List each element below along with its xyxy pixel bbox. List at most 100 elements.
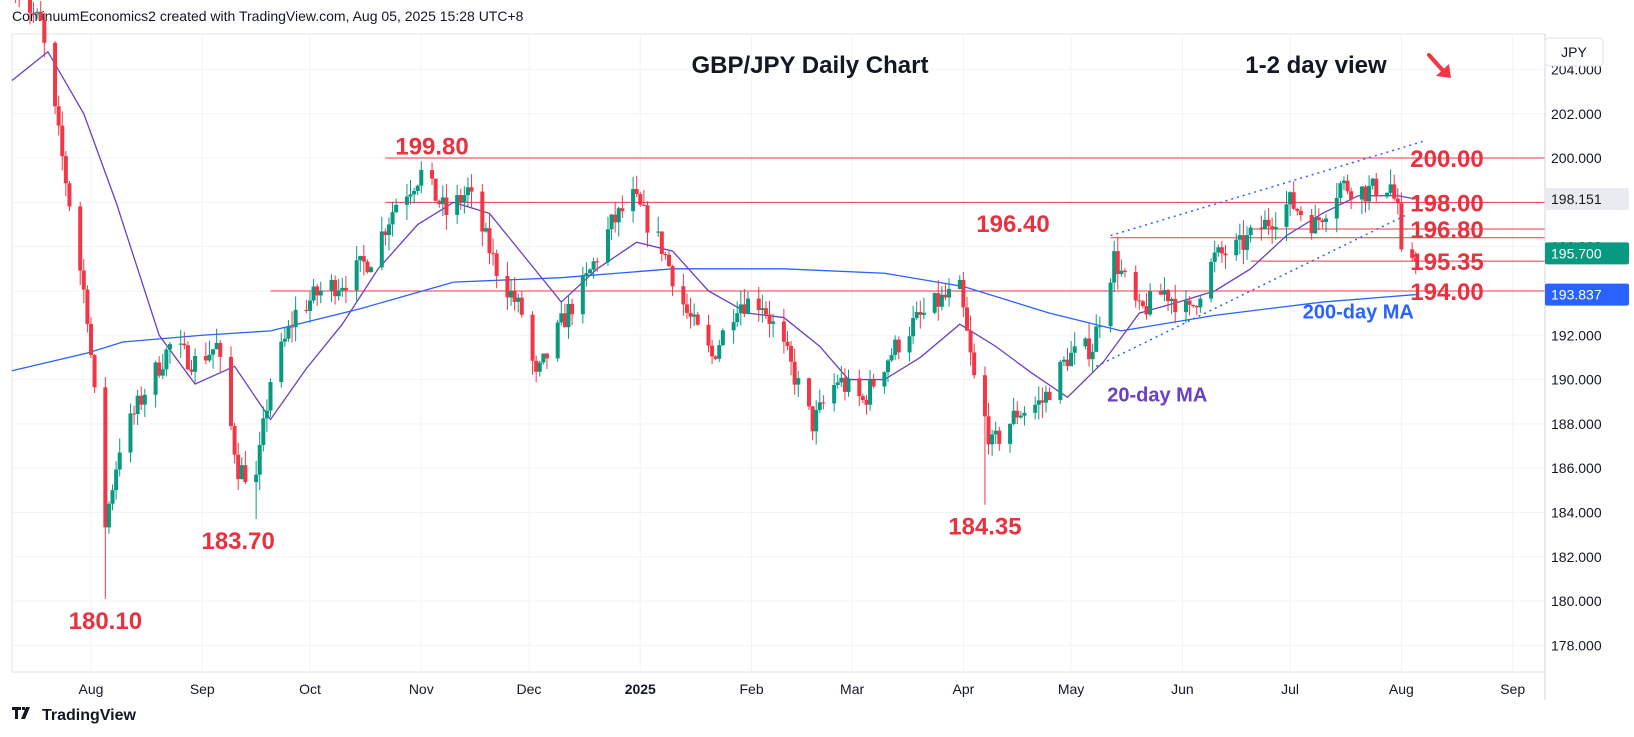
candle-body xyxy=(1316,217,1321,221)
candle-body xyxy=(911,318,916,337)
candle-body xyxy=(1191,304,1196,307)
level-label: 196.40 xyxy=(976,211,1049,238)
candle-body xyxy=(505,275,510,298)
candle-body xyxy=(530,314,535,361)
candle-body xyxy=(810,406,815,432)
candle-body xyxy=(167,344,172,350)
candle-body xyxy=(932,293,937,313)
candle-body xyxy=(860,396,865,401)
candle-body xyxy=(1090,351,1095,360)
candle-body xyxy=(713,356,718,359)
candle-body xyxy=(1291,192,1296,209)
candle-body xyxy=(1140,301,1145,307)
titles: GBP/JPY Daily Chart 1-2 day view xyxy=(692,52,1451,79)
candle-body xyxy=(541,353,546,363)
candle-body xyxy=(1320,220,1325,223)
down-arrow-icon xyxy=(1427,53,1451,78)
x-tick-label: Aug xyxy=(1389,681,1414,697)
candle-body xyxy=(570,303,575,315)
candle-body xyxy=(483,228,488,232)
candle-body xyxy=(311,286,316,301)
candle-body xyxy=(1097,326,1102,328)
candle-body xyxy=(835,382,840,385)
candle-body xyxy=(243,465,248,483)
candle-body xyxy=(1083,338,1088,347)
candle-body xyxy=(365,261,370,273)
candle-body xyxy=(756,298,761,311)
candle-body xyxy=(1334,197,1339,219)
price-annotation: 183.70 xyxy=(201,528,274,555)
candle-body xyxy=(185,345,190,370)
candle-body xyxy=(1216,247,1221,253)
candle-body xyxy=(261,418,266,446)
price-tag-label: 193.837 xyxy=(1551,287,1602,303)
axes: 178.000 180.000 182.000 184.000 186.000 188.0… xyxy=(79,34,1629,700)
candle-body xyxy=(609,214,614,230)
candle-body xyxy=(681,286,686,305)
candle-body xyxy=(839,377,844,383)
candle-body xyxy=(1309,215,1314,234)
candle-body xyxy=(936,293,941,307)
candle-body xyxy=(1069,352,1074,367)
candle-body xyxy=(193,355,198,372)
candle-body xyxy=(153,362,158,395)
candle-body xyxy=(968,330,973,353)
candle-body xyxy=(444,197,449,215)
candle-body xyxy=(1338,183,1343,198)
candle-body xyxy=(1040,400,1045,403)
candle-body xyxy=(767,314,772,324)
x-tick-label: 2025 xyxy=(625,681,656,697)
candle-body xyxy=(214,343,219,350)
currency-label: JPY xyxy=(1561,44,1587,60)
candle-body xyxy=(1198,298,1203,308)
candle-body xyxy=(1367,185,1372,202)
candle-body xyxy=(63,156,68,184)
candle-body xyxy=(509,290,514,298)
candle-body xyxy=(771,321,776,324)
candle-body xyxy=(720,330,725,346)
candle-body xyxy=(1011,410,1016,424)
candle-body xyxy=(842,377,847,392)
candle-body xyxy=(1410,249,1415,258)
candle-body xyxy=(584,273,589,276)
candle-body xyxy=(641,204,646,206)
price-annotation: 180.10 xyxy=(69,608,142,635)
candle-body xyxy=(821,402,826,404)
price-tag xyxy=(1545,242,1629,265)
level-label: 200.00 xyxy=(1410,146,1483,173)
candle-body xyxy=(559,313,564,323)
price-tag xyxy=(1545,188,1629,211)
candle-body xyxy=(882,372,887,387)
candle-body xyxy=(132,413,137,415)
candle-body xyxy=(1288,192,1293,205)
candle-body xyxy=(27,0,32,13)
candle-body xyxy=(1295,208,1300,211)
candle-body xyxy=(56,106,61,126)
candle-body xyxy=(997,430,1002,444)
candle-body xyxy=(236,454,241,480)
x-tick-label: Oct xyxy=(299,681,321,697)
candle-body xyxy=(282,338,287,342)
x-tick-label: Feb xyxy=(740,681,764,697)
candle-body xyxy=(645,205,650,233)
candle-body xyxy=(67,183,72,207)
candle-body xyxy=(745,298,750,314)
x-tick-label: Nov xyxy=(409,681,434,697)
chart-title: GBP/JPY Daily Chart xyxy=(692,52,929,79)
candle-body xyxy=(1266,219,1271,227)
candle-body xyxy=(1122,270,1127,272)
candle-body xyxy=(1018,415,1023,418)
candle-body xyxy=(85,289,90,324)
candle-body xyxy=(386,224,391,236)
candle-body xyxy=(404,196,409,205)
x-tick-label: Jun xyxy=(1171,681,1194,697)
chart-subtitle: 1-2 day view xyxy=(1245,52,1387,79)
candle-body xyxy=(1248,227,1253,236)
candle-body xyxy=(796,378,801,385)
y-tick-label: 186.000 xyxy=(1551,460,1602,476)
tradingview-logo[interactable]: TradingView xyxy=(12,706,136,725)
candle-body xyxy=(1008,423,1013,444)
candle-body xyxy=(53,42,58,107)
candle-body xyxy=(110,490,115,504)
